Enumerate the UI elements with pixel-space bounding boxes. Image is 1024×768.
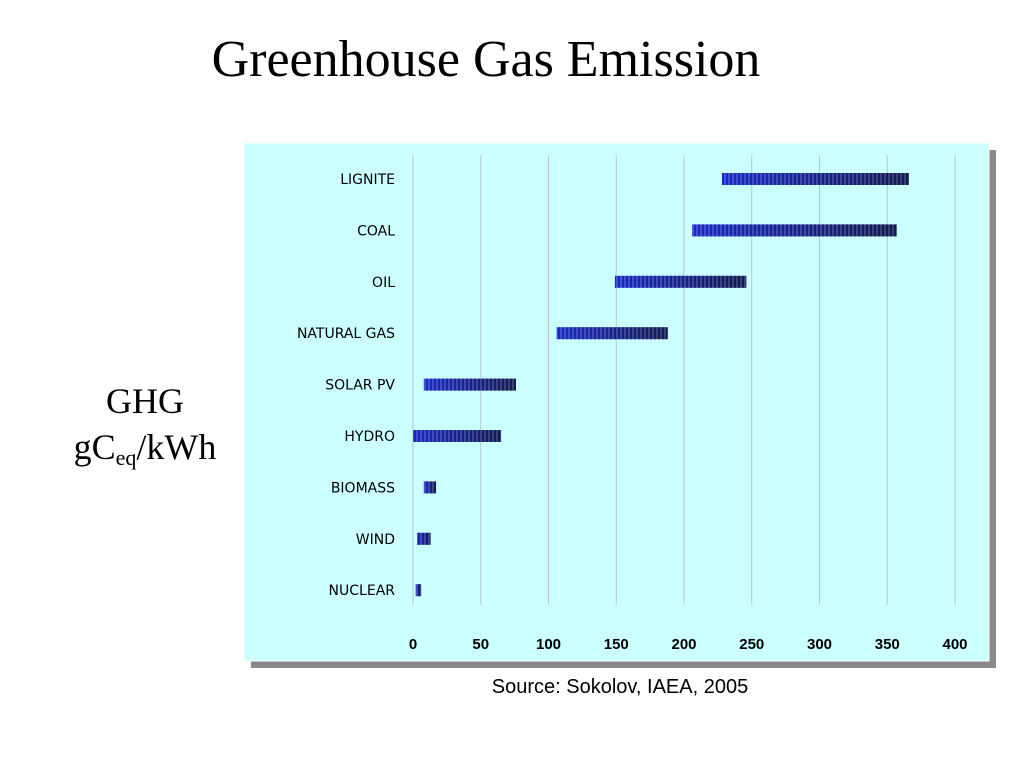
bar-stripes <box>417 532 431 545</box>
bar-stripes <box>556 327 668 340</box>
category-labels: LIGNITE COAL OIL NATURAL GAS SOLAR PV HYDRO BI… <box>297 172 395 599</box>
y-axis-unit-suffix: /kWh <box>136 427 217 467</box>
bar <box>415 584 422 597</box>
x-tick-label: 300 <box>807 636 832 653</box>
bar <box>556 327 668 340</box>
x-tick-labels: 0 50 100 150 200 250 300 350 400 <box>409 636 968 653</box>
x-tick-label: 150 <box>604 636 629 653</box>
bar-stripes <box>614 275 747 288</box>
x-tick-label: 0 <box>409 636 417 653</box>
y-axis-label-line2: gCeq/kWh <box>40 424 250 470</box>
slide-title: Greenhouse Gas Emission <box>211 31 761 88</box>
category-label: HYDRO <box>344 429 395 445</box>
y-axis-label-line1: GHG <box>106 381 184 421</box>
category-label: LIGNITE <box>340 172 395 188</box>
category-label: NATURAL GAS <box>297 326 395 342</box>
source-caption: Source: Sokolov, IAEA, 2005 <box>491 676 749 698</box>
x-tick-label: 200 <box>671 636 696 653</box>
y-axis-unit-base: gC <box>73 427 116 467</box>
category-label: BIOMASS <box>331 480 395 496</box>
category-label: SOLAR PV <box>325 378 395 394</box>
bar-stripes <box>423 481 437 494</box>
bar <box>423 481 437 494</box>
bar <box>721 173 909 185</box>
bar <box>417 532 431 545</box>
bar-stripes <box>692 224 897 237</box>
category-label: COAL <box>357 223 395 239</box>
y-axis-unit-subscript: eq <box>115 445 137 470</box>
category-label: WIND <box>356 532 395 548</box>
bar-stripes <box>415 584 422 597</box>
bar <box>614 275 747 288</box>
x-tick-label: 350 <box>875 636 900 653</box>
bar-stripes <box>413 430 502 442</box>
x-tick-label: 250 <box>739 636 764 653</box>
bars <box>413 173 909 597</box>
x-tick-label: 100 <box>536 636 561 653</box>
bar-stripes <box>721 173 909 185</box>
category-label: NUCLEAR <box>329 583 396 599</box>
bar-stripes <box>423 378 516 391</box>
category-label: OIL <box>372 275 395 291</box>
x-tick-label: 400 <box>942 636 967 653</box>
y-axis-label: GHG gCeq/kWh <box>40 378 250 470</box>
x-tick-label: 50 <box>472 636 489 653</box>
bar <box>423 378 516 391</box>
bar <box>413 430 502 442</box>
bar <box>692 224 897 237</box>
